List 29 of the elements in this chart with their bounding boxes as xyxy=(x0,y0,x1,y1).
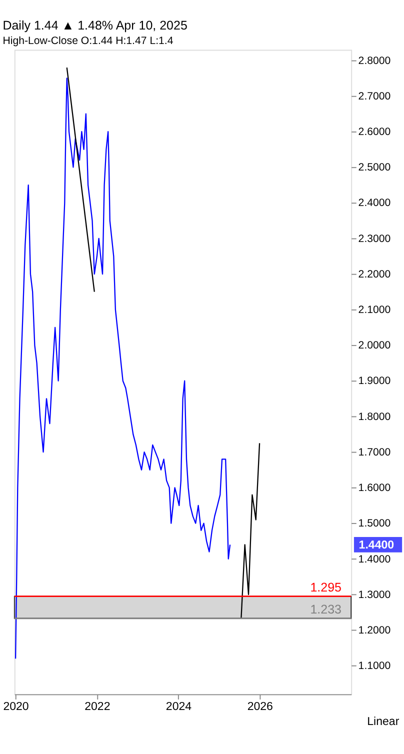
y-tick-label: 2.1000 xyxy=(358,304,391,316)
y-tick-label: 1.1000 xyxy=(358,660,391,672)
text: 1.4400 xyxy=(358,540,394,552)
y-tick-label: 1.2000 xyxy=(358,624,391,636)
y-tick-label: 1.6000 xyxy=(358,482,391,494)
text: Linear xyxy=(367,716,400,728)
y-tick-label: 2.3000 xyxy=(358,232,391,245)
chart-title: Daily 1.44 ▲ 1.48% Apr 10, 2025 xyxy=(2,18,188,33)
x-tick-label: 2020 xyxy=(3,701,29,714)
y-tick-label: 1.8000 xyxy=(358,410,391,423)
y-tick-label: 1.5000 xyxy=(358,518,391,530)
ref-line-label: 1.295 xyxy=(310,580,342,594)
y-tick-label: 2.2000 xyxy=(358,268,391,280)
x-tick-label: 2024 xyxy=(166,701,192,714)
y-tick-label: 2.6000 xyxy=(358,126,391,138)
y-tick-label: 1.3000 xyxy=(358,588,391,601)
chart-subtitle: High-Low-Close O:1.44 H:1.47 L:1.4 xyxy=(2,34,174,47)
y-tick-label: 1.9000 xyxy=(358,375,391,388)
y-tick-label: 2.4000 xyxy=(358,197,391,210)
y-tick-label: 2.8000 xyxy=(358,54,391,67)
ref-line-label: 1.233 xyxy=(310,602,342,617)
y-tick-label: 2.0000 xyxy=(358,340,391,352)
y-tick-label: 1.7000 xyxy=(358,446,391,458)
y-tick-label: 2.7000 xyxy=(358,90,391,102)
y-tick-label: 1.4000 xyxy=(358,553,391,566)
y-tick-label: 2.5000 xyxy=(358,162,391,174)
x-tick-label: 2022 xyxy=(84,701,110,714)
line-series xyxy=(14,78,231,660)
x-tick-label: 2026 xyxy=(247,701,273,714)
